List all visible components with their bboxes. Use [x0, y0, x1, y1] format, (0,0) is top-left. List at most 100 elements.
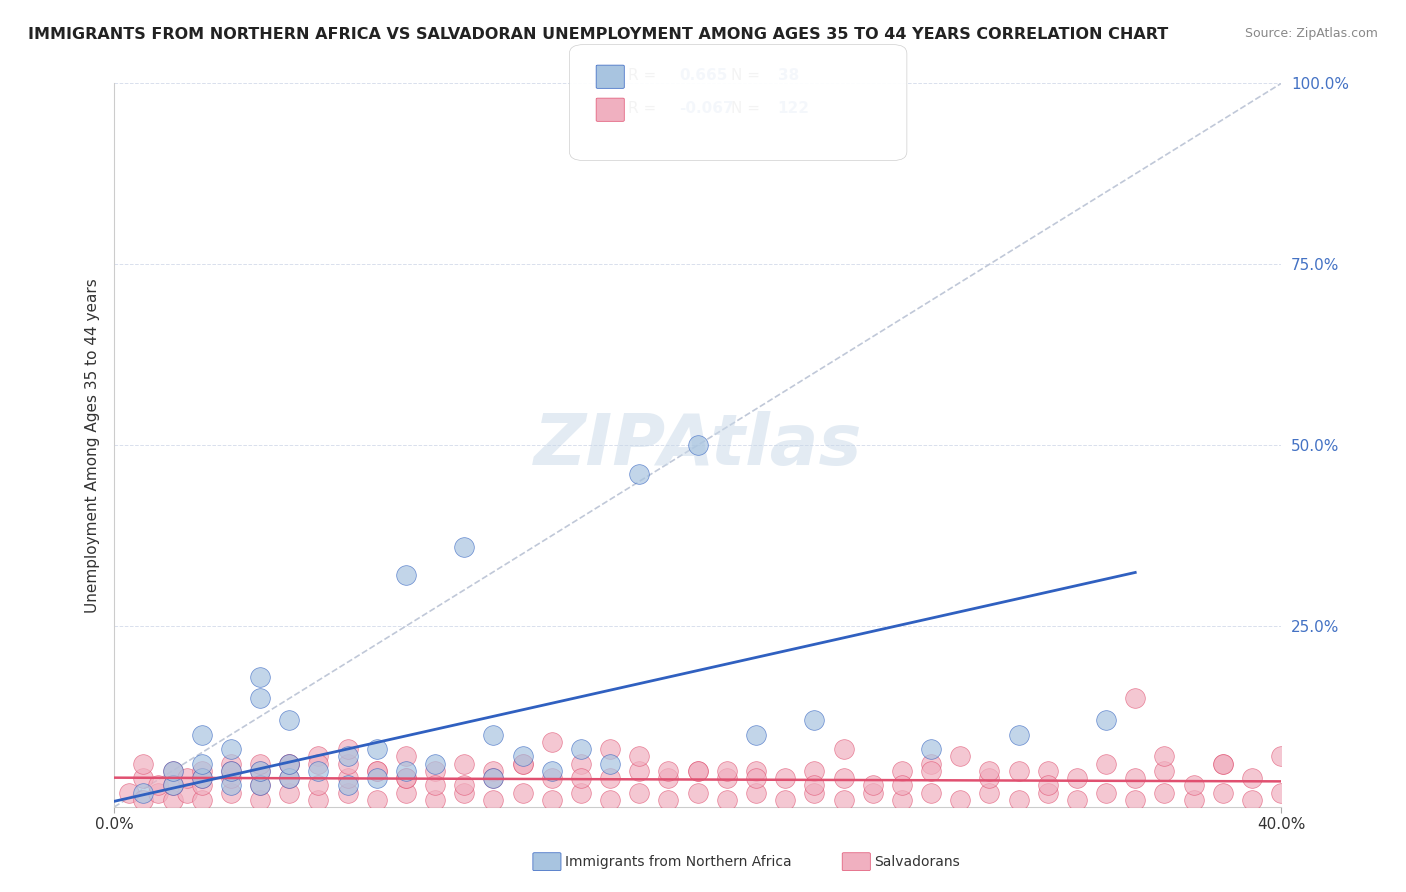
Point	[1212, 756, 1234, 771]
Point	[249, 764, 271, 778]
Point	[190, 778, 212, 792]
Point	[1212, 785, 1234, 799]
Point	[1036, 785, 1059, 799]
Point	[249, 691, 271, 706]
Point	[540, 771, 562, 785]
Point	[1007, 793, 1029, 807]
Text: Source: ZipAtlas.com: Source: ZipAtlas.com	[1244, 27, 1378, 40]
Point	[482, 771, 505, 785]
Point	[336, 756, 359, 771]
Point	[482, 764, 505, 778]
Point	[803, 778, 825, 792]
Point	[512, 785, 534, 799]
Point	[862, 778, 884, 792]
Point	[219, 785, 242, 799]
Point	[395, 764, 418, 778]
Point	[1036, 764, 1059, 778]
Text: R =: R =	[628, 102, 662, 116]
Point	[773, 771, 796, 785]
Point	[920, 756, 942, 771]
Point	[569, 756, 592, 771]
Point	[249, 793, 271, 807]
Point	[569, 785, 592, 799]
Point	[366, 742, 388, 756]
Point	[249, 778, 271, 792]
Point	[1182, 778, 1205, 792]
Point	[628, 467, 651, 482]
Point	[657, 771, 679, 785]
Point	[395, 568, 418, 582]
Point	[979, 785, 1001, 799]
Point	[162, 764, 184, 778]
Point	[336, 742, 359, 756]
Point	[657, 764, 679, 778]
Point	[1270, 749, 1292, 764]
Point	[219, 764, 242, 778]
Point	[686, 764, 709, 778]
Point	[599, 742, 621, 756]
Point	[512, 749, 534, 764]
Text: N =: N =	[731, 69, 765, 83]
Point	[395, 749, 418, 764]
Text: 0.665: 0.665	[679, 69, 727, 83]
Point	[745, 785, 768, 799]
Point	[278, 713, 301, 727]
Point	[1270, 785, 1292, 799]
Point	[190, 771, 212, 785]
Y-axis label: Unemployment Among Ages 35 to 44 years: Unemployment Among Ages 35 to 44 years	[86, 277, 100, 613]
Point	[482, 771, 505, 785]
Point	[716, 793, 738, 807]
Point	[832, 771, 855, 785]
Point	[979, 771, 1001, 785]
Point	[162, 778, 184, 792]
Point	[745, 771, 768, 785]
Point	[1212, 756, 1234, 771]
Point	[307, 778, 329, 792]
Point	[773, 793, 796, 807]
Point	[1123, 771, 1146, 785]
Point	[190, 793, 212, 807]
Point	[336, 749, 359, 764]
Point	[686, 785, 709, 799]
Point	[1123, 793, 1146, 807]
Point	[132, 756, 155, 771]
Point	[219, 778, 242, 792]
Point	[249, 756, 271, 771]
Point	[890, 793, 912, 807]
Point	[716, 764, 738, 778]
Point	[1240, 793, 1263, 807]
Point	[162, 778, 184, 792]
Point	[803, 785, 825, 799]
Point	[249, 764, 271, 778]
Point	[890, 764, 912, 778]
Text: 38: 38	[778, 69, 799, 83]
Point	[1153, 764, 1175, 778]
Point	[1095, 756, 1118, 771]
Point	[1123, 691, 1146, 706]
Point	[540, 793, 562, 807]
Point	[1153, 749, 1175, 764]
Point	[453, 540, 475, 554]
Point	[482, 793, 505, 807]
Point	[803, 764, 825, 778]
Point	[278, 785, 301, 799]
Point	[249, 670, 271, 684]
Point	[423, 793, 446, 807]
Point	[423, 756, 446, 771]
Point	[862, 785, 884, 799]
Point	[512, 756, 534, 771]
Point	[162, 793, 184, 807]
Point	[395, 771, 418, 785]
Point	[569, 742, 592, 756]
Point	[278, 771, 301, 785]
Point	[219, 742, 242, 756]
Text: N =: N =	[731, 102, 765, 116]
Point	[949, 749, 972, 764]
Point	[278, 756, 301, 771]
Point	[1095, 713, 1118, 727]
Point	[307, 756, 329, 771]
Point	[395, 785, 418, 799]
Point	[453, 785, 475, 799]
Point	[366, 764, 388, 778]
Text: Salvadorans: Salvadorans	[875, 855, 960, 869]
